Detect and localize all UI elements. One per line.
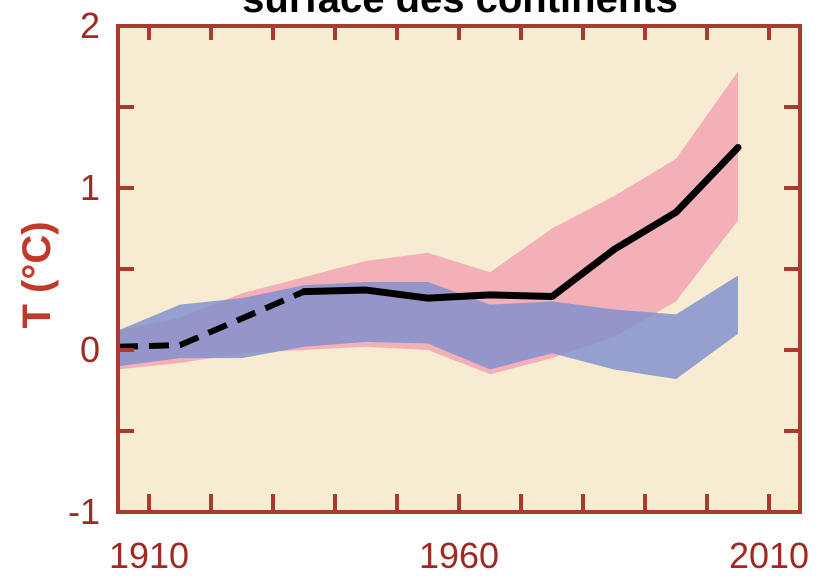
y-axis-label: T (°C): [15, 221, 59, 328]
y-tick-label: 1: [80, 167, 100, 208]
y-tick-label: -1: [68, 491, 100, 532]
y-tick-label: 2: [80, 5, 100, 46]
bands-layer: [118, 71, 738, 380]
observed-line-dashed: [117, 288, 306, 350]
chart-title: surface des continents: [242, 0, 678, 21]
lines-layer: [117, 144, 742, 350]
x-tick-label: 1910: [109, 535, 189, 576]
labels-layer: -1 0 1 2 1910 1960 2010: [68, 5, 809, 576]
ticks-layer: [118, 24, 800, 514]
x-tick-label: 1960: [419, 535, 499, 576]
observed-line-solid: [300, 144, 742, 302]
x-tick-label: 2010: [729, 535, 809, 576]
band-1: [118, 275, 738, 380]
y-tick-label: 0: [80, 329, 100, 370]
